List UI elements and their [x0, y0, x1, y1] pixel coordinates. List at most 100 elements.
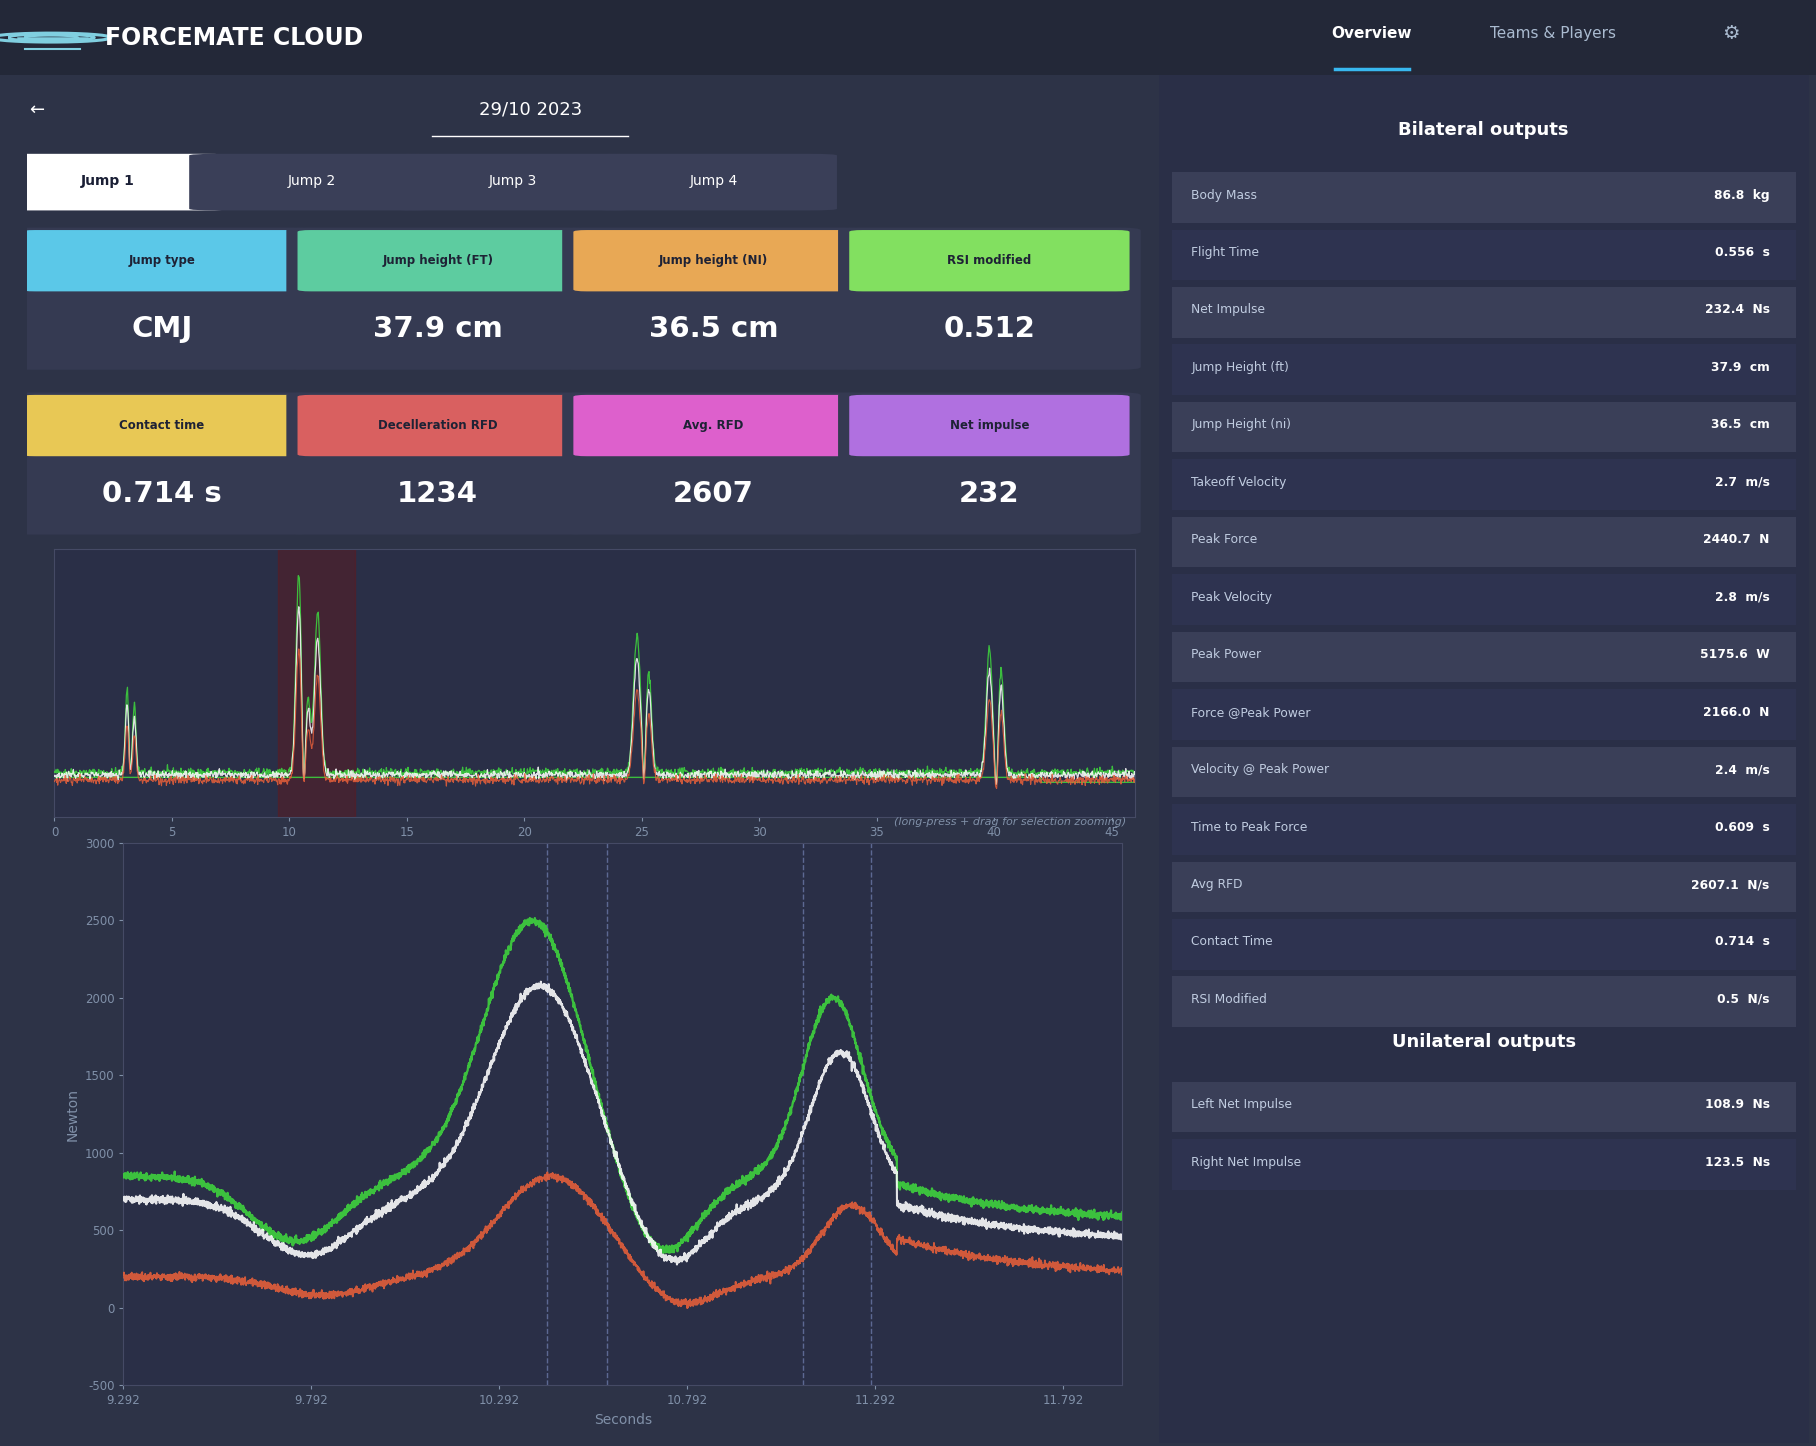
- Text: Takeoff Velocity: Takeoff Velocity: [1191, 476, 1286, 489]
- Text: 2166.0  N: 2166.0 N: [1703, 706, 1771, 719]
- FancyBboxPatch shape: [1171, 804, 1796, 855]
- Text: Jump 2: Jump 2: [289, 175, 336, 188]
- Text: Contact time: Contact time: [120, 419, 205, 432]
- Text: CMJ: CMJ: [131, 315, 192, 343]
- FancyBboxPatch shape: [850, 395, 1130, 457]
- FancyBboxPatch shape: [837, 392, 1140, 535]
- X-axis label: Seconds: Seconds: [594, 1413, 652, 1427]
- FancyBboxPatch shape: [1171, 920, 1796, 969]
- FancyBboxPatch shape: [850, 230, 1130, 292]
- FancyBboxPatch shape: [1171, 976, 1796, 1027]
- Text: Jump height (NI): Jump height (NI): [659, 254, 768, 268]
- Text: 108.9  Ns: 108.9 Ns: [1705, 1099, 1771, 1112]
- Text: Velocity @ Peak Power: Velocity @ Peak Power: [1191, 763, 1329, 777]
- Text: 86.8  kg: 86.8 kg: [1714, 188, 1771, 201]
- Text: 0.714  s: 0.714 s: [1714, 936, 1771, 949]
- Text: Peak Force: Peak Force: [1191, 534, 1257, 547]
- Text: Jump 4: Jump 4: [690, 175, 739, 188]
- FancyBboxPatch shape: [1171, 574, 1796, 625]
- Text: Unilateral outputs: Unilateral outputs: [1391, 1034, 1576, 1051]
- Text: Net Impulse: Net Impulse: [1191, 304, 1266, 317]
- Text: 37.9  cm: 37.9 cm: [1711, 362, 1771, 375]
- FancyBboxPatch shape: [1171, 516, 1796, 567]
- FancyBboxPatch shape: [574, 395, 854, 457]
- FancyBboxPatch shape: [0, 153, 231, 211]
- FancyBboxPatch shape: [22, 230, 301, 292]
- FancyBboxPatch shape: [22, 395, 301, 457]
- Text: Decelleration RFD: Decelleration RFD: [378, 419, 498, 432]
- Text: 2.4  m/s: 2.4 m/s: [1714, 763, 1771, 777]
- Text: 0.714 s: 0.714 s: [102, 480, 222, 508]
- FancyBboxPatch shape: [1171, 230, 1796, 281]
- Text: Jump Height (ni): Jump Height (ni): [1191, 418, 1291, 431]
- Text: Jump type: Jump type: [129, 254, 196, 268]
- Text: Time to Peak Force: Time to Peak Force: [1191, 820, 1308, 833]
- Text: Contact Time: Contact Time: [1191, 936, 1273, 949]
- Text: 2.7  m/s: 2.7 m/s: [1714, 476, 1771, 489]
- FancyBboxPatch shape: [563, 227, 864, 370]
- Text: RSI Modified: RSI Modified: [1191, 993, 1268, 1006]
- FancyBboxPatch shape: [574, 230, 854, 292]
- FancyBboxPatch shape: [1171, 746, 1796, 797]
- Text: Force @Peak Power: Force @Peak Power: [1191, 706, 1311, 719]
- Text: 2607: 2607: [674, 480, 754, 508]
- Text: Jump 1: Jump 1: [80, 175, 134, 188]
- Text: 29/10 2023: 29/10 2023: [479, 101, 583, 119]
- Text: 2.8  m/s: 2.8 m/s: [1714, 591, 1771, 604]
- Text: 0.556  s: 0.556 s: [1714, 246, 1771, 259]
- Text: 5175.6  W: 5175.6 W: [1700, 648, 1771, 661]
- Text: 123.5  Ns: 123.5 Ns: [1705, 1155, 1771, 1168]
- Text: 1234: 1234: [398, 480, 478, 508]
- Text: 37.9 cm: 37.9 cm: [372, 315, 503, 343]
- FancyBboxPatch shape: [1171, 172, 1796, 223]
- FancyBboxPatch shape: [298, 230, 577, 292]
- Text: 0.512: 0.512: [944, 315, 1035, 343]
- Text: Net impulse: Net impulse: [950, 419, 1030, 432]
- Y-axis label: Newton: Newton: [65, 1087, 80, 1141]
- Text: Teams & Players: Teams & Players: [1489, 26, 1616, 42]
- FancyBboxPatch shape: [1171, 690, 1796, 740]
- Text: ⚙: ⚙: [1722, 25, 1740, 43]
- FancyBboxPatch shape: [1171, 344, 1796, 395]
- FancyBboxPatch shape: [287, 392, 588, 535]
- Text: 2440.7  N: 2440.7 N: [1703, 534, 1771, 547]
- FancyBboxPatch shape: [837, 227, 1140, 370]
- FancyBboxPatch shape: [287, 227, 588, 370]
- Text: 232: 232: [959, 480, 1021, 508]
- FancyBboxPatch shape: [1171, 460, 1796, 510]
- FancyBboxPatch shape: [390, 153, 636, 211]
- Text: Bilateral outputs: Bilateral outputs: [1398, 121, 1569, 139]
- Bar: [278, 549, 356, 817]
- FancyBboxPatch shape: [1171, 1082, 1796, 1132]
- Text: 2607.1  N/s: 2607.1 N/s: [1691, 878, 1771, 891]
- Text: Body Mass: Body Mass: [1191, 188, 1257, 201]
- FancyBboxPatch shape: [298, 395, 577, 457]
- Text: Right Net Impulse: Right Net Impulse: [1191, 1155, 1302, 1168]
- FancyBboxPatch shape: [1171, 862, 1796, 912]
- Text: Left Net Impulse: Left Net Impulse: [1191, 1099, 1293, 1112]
- Text: Peak Power: Peak Power: [1191, 648, 1262, 661]
- Text: Jump Height (ft): Jump Height (ft): [1191, 362, 1289, 375]
- Text: Flight Time: Flight Time: [1191, 246, 1258, 259]
- FancyBboxPatch shape: [11, 227, 312, 370]
- Text: ←: ←: [29, 101, 44, 119]
- Text: (long-press + drag for selection zooming): (long-press + drag for selection zooming…: [893, 817, 1126, 827]
- FancyBboxPatch shape: [1171, 632, 1796, 683]
- Text: 232.4  Ns: 232.4 Ns: [1705, 304, 1771, 317]
- Text: Avg. RFD: Avg. RFD: [683, 419, 745, 432]
- FancyBboxPatch shape: [563, 392, 864, 535]
- Text: Avg RFD: Avg RFD: [1191, 878, 1242, 891]
- Text: 36.5 cm: 36.5 cm: [648, 315, 779, 343]
- Text: RSI modified: RSI modified: [948, 254, 1031, 268]
- Text: Jump height (FT): Jump height (FT): [381, 254, 494, 268]
- FancyBboxPatch shape: [11, 392, 312, 535]
- FancyBboxPatch shape: [1171, 402, 1796, 453]
- Text: 0.609  s: 0.609 s: [1714, 820, 1771, 833]
- FancyBboxPatch shape: [1171, 1139, 1796, 1190]
- FancyBboxPatch shape: [1171, 286, 1796, 337]
- Text: Overview: Overview: [1331, 26, 1411, 42]
- Text: 0.5  N/s: 0.5 N/s: [1718, 993, 1771, 1006]
- FancyBboxPatch shape: [189, 153, 434, 211]
- Text: 36.5  cm: 36.5 cm: [1711, 418, 1771, 431]
- Text: FORCEMATE CLOUD: FORCEMATE CLOUD: [105, 26, 363, 49]
